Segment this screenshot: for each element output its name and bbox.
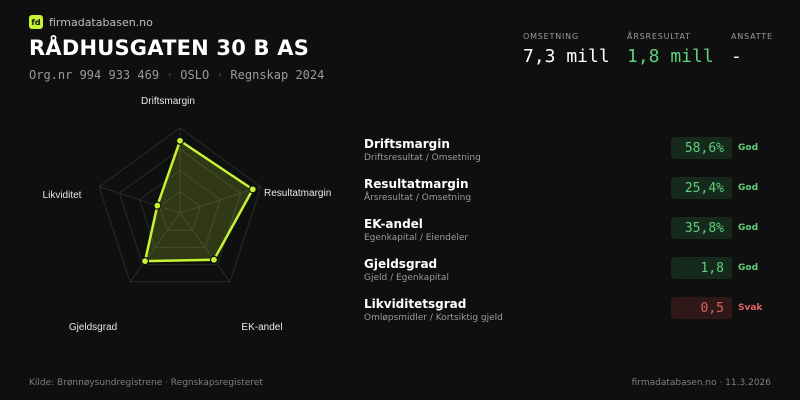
radar-grid-ring (138, 169, 222, 248)
company-city: OSLO (180, 68, 210, 82)
metric-label: Likviditetsgrad (364, 297, 467, 311)
footer-site-date: firmadatabasen.no · 11.3.2026 (631, 378, 771, 388)
radar-axis-label: Resultatmargin (264, 188, 331, 199)
metric-value: 1,8 (671, 257, 732, 279)
radar-grid-ring (159, 191, 201, 231)
metric-value: 35,8% (671, 217, 732, 239)
radar-grid-ring (118, 148, 242, 266)
kpi-value: - (731, 46, 742, 67)
separator: · (216, 68, 224, 82)
kpi-revenue: OMSETNING 7,3 mill (523, 32, 610, 67)
metric-label: Gjeldsgrad (364, 257, 438, 271)
radar-axis-label: Gjeldsgrad (69, 322, 117, 333)
radar-point (175, 136, 185, 145)
company-name: RÅDHUSGATEN 30 B AS (29, 36, 310, 60)
metric-row: Driftsmargin Driftsresultat / Omsetning 58… (364, 133, 774, 173)
metric-formula: Omløpsmidler / Kortsiktig gjeld (364, 313, 503, 323)
footer-source: Kilde: Brønnøysundregistrene · Regnskaps… (29, 378, 263, 388)
metric-label: Driftsmargin (364, 137, 450, 151)
radar-axis-label: Likviditet (43, 190, 82, 201)
org-number: Org.nr 994 933 469 (29, 68, 160, 82)
radar-spoke (179, 212, 231, 283)
accounting-period: Regnskap 2024 (230, 68, 325, 82)
radar-spoke (129, 212, 181, 283)
metric-status: God (738, 223, 759, 233)
metric-row: EK-andel Egenkapital / Eiendeler 35,8% God (364, 213, 774, 253)
radar-axis-label: EK-andel (241, 322, 282, 333)
company-subline: Org.nr 994 933 469 · OSLO · Regnskap 2024 (29, 68, 324, 82)
metric-formula: Årsresultat / Omsetning (364, 193, 472, 203)
kpi-net-result: ÅRSRESULTAT 1,8 mill (627, 32, 714, 67)
radar-spoke (99, 186, 181, 214)
metric-label: EK-andel (364, 217, 423, 231)
radar-point (153, 201, 162, 210)
kpi-label: ÅRSRESULTAT (627, 32, 691, 41)
kpi-label: OMSETNING (523, 32, 579, 41)
radar-point (140, 257, 150, 266)
kpi-label: ANSATTE (731, 32, 773, 41)
radar-axis-label: Driftsmargin (141, 96, 195, 107)
radar-point (248, 185, 257, 194)
metric-status: Svak (738, 303, 763, 313)
kpi-value: 1,8 mill (627, 46, 714, 67)
radar-spoke (179, 186, 261, 214)
brand: fd firmadatabasen.no (29, 15, 153, 29)
metric-formula: Driftsresultat / Omsetning (364, 153, 481, 163)
brand-name: firmadatabasen.no (49, 15, 153, 29)
radar-score-area (143, 139, 255, 263)
kpi-value: 7,3 mill (523, 46, 610, 67)
separator: · (166, 68, 174, 82)
metric-formula: Gjeld / Egenkapital (364, 273, 449, 283)
metric-row: Gjeldsgrad Gjeld / Egenkapital 1,8 God (364, 253, 774, 293)
metric-status: God (738, 143, 759, 153)
brand-logo-icon: fd (29, 15, 43, 29)
metric-value: 25,4% (671, 177, 732, 199)
metric-status: God (738, 183, 759, 193)
kpi-employees: ANSATTE - (731, 32, 773, 67)
radar-point (209, 255, 219, 264)
metric-label: Resultatmargin (364, 177, 469, 191)
metric-formula: Egenkapital / Eiendeler (364, 233, 469, 243)
metric-status: God (738, 263, 759, 273)
metric-row: Likviditetsgrad Omløpsmidler / Kortsiktig… (364, 293, 774, 333)
metric-value: 0,5 (671, 297, 732, 319)
radar-chart: Driftsmargin Resultatmargin EK-andel Gjelds… (43, 96, 332, 333)
metric-row: Resultatmargin Årsresultat / Omsetning 25,… (364, 173, 774, 213)
metric-value: 58,6% (671, 137, 732, 159)
radar-grid-ring (98, 127, 262, 283)
